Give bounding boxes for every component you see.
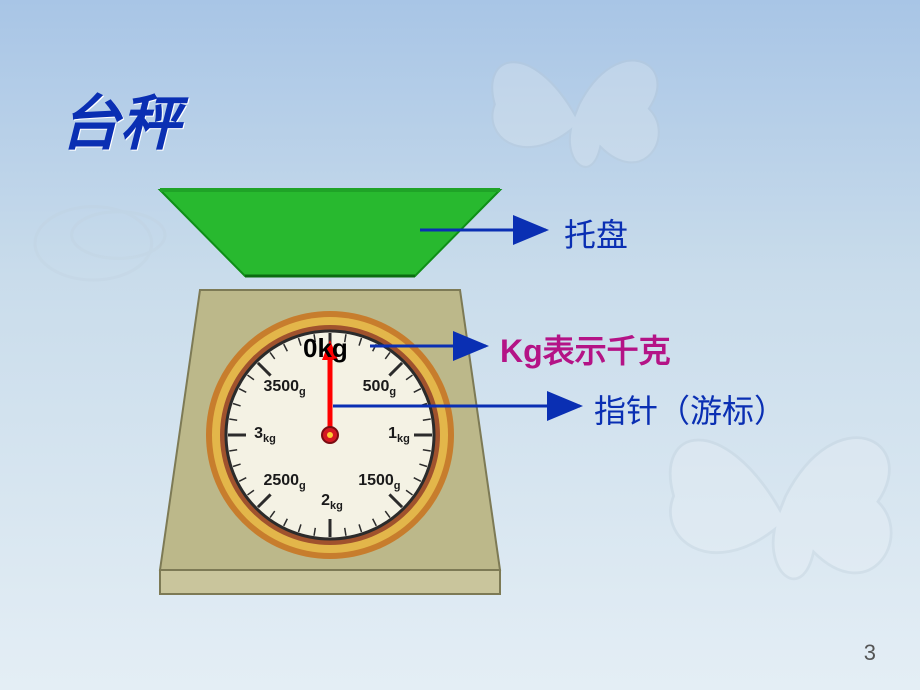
slide-title: 台秤: [60, 75, 180, 162]
label-kg: Kg表示千克: [500, 326, 671, 372]
label-pointer: 指针（游标）: [594, 386, 786, 432]
base-front-face: [160, 570, 500, 594]
dial-mark-1kg: 1kg: [371, 425, 427, 445]
dial-mark-1500g: 1500g: [351, 472, 407, 492]
dial-zero-label: 0kg: [303, 333, 348, 364]
platform-scale: 0kg 500g 1kg 1500g2kg2500g 3kg 3500g: [140, 180, 520, 600]
tray: [160, 190, 500, 276]
dial-mark-2500g: 2500g: [257, 472, 313, 492]
page-number: 3: [864, 640, 876, 666]
dial-center-dot: [327, 432, 333, 438]
dial-mark-2kg: 2kg: [304, 492, 360, 512]
slide: 台秤: [0, 0, 920, 690]
dial-mark-500g: 500g: [351, 378, 407, 398]
scale-svg: [140, 180, 520, 600]
dial-mark-3kg: 3kg: [237, 425, 293, 445]
label-tray: 托盘: [564, 210, 628, 256]
dial-mark-3500g: 3500g: [257, 378, 313, 398]
